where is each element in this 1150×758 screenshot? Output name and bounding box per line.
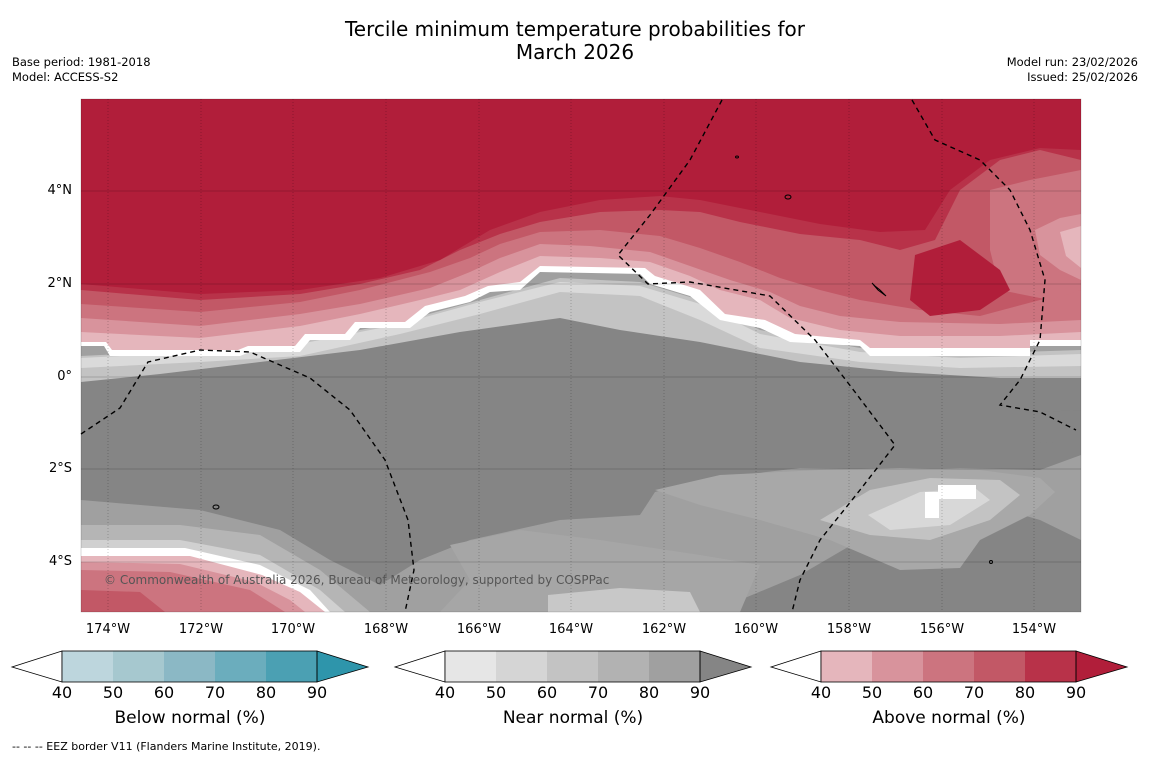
lat-label-4S: 4°S xyxy=(48,554,72,569)
islands xyxy=(212,155,993,564)
white-patch xyxy=(938,485,976,499)
cb-near-seg xyxy=(445,651,496,682)
lon-label: 164°W xyxy=(548,622,594,637)
cb-near-tick: 60 xyxy=(536,683,558,702)
lon-label: 168°W xyxy=(363,622,409,637)
cb-above-under xyxy=(769,650,822,683)
cb-above-tick: 60 xyxy=(912,683,934,702)
cb-near-frame xyxy=(444,650,701,683)
cb-below-seg xyxy=(113,651,164,682)
cb-near-tick: 50 xyxy=(485,683,507,702)
cb-near-under xyxy=(393,650,446,683)
lon-label: 162°W xyxy=(641,622,687,637)
gridlines xyxy=(81,190,1081,563)
cb-above-seg xyxy=(872,651,923,682)
cb-below-tick: 50 xyxy=(102,683,124,702)
island xyxy=(989,560,993,564)
cb-below-tick: 90 xyxy=(306,683,328,702)
cb-near-over xyxy=(699,650,753,683)
near-normal-south-60 xyxy=(548,588,700,612)
eez-footnote: -- -- -- EEZ border V11 (Flanders Marine… xyxy=(12,740,321,753)
eez-borders xyxy=(80,99,1077,613)
cb-above-label: Above normal (%) xyxy=(872,708,1026,728)
lat-label-2N: 2°N xyxy=(47,276,73,291)
above-normal-90 xyxy=(81,99,1081,294)
model-run: Model run: 23/02/2026 xyxy=(1006,55,1138,69)
cb-below-tick: 80 xyxy=(255,683,277,702)
cb-near-tick: 80 xyxy=(638,683,660,702)
eez-border-central xyxy=(617,99,896,613)
cb-below-tick: 70 xyxy=(204,683,226,702)
cb-above-tick: 90 xyxy=(1065,683,1087,702)
near-normal-east-patch xyxy=(1020,410,1081,445)
lon-label: 158°W xyxy=(826,622,872,637)
colorbar-above-normal xyxy=(769,650,1129,683)
lon-label: 174°W xyxy=(85,622,131,637)
above-normal-sw-70 xyxy=(81,590,165,612)
cb-above-over xyxy=(1075,650,1129,683)
copyright-text: © Commonwealth of Australia 2026, Bureau… xyxy=(104,573,609,587)
lon-label: 170°W xyxy=(270,622,316,637)
lon-label: 154°W xyxy=(1011,622,1057,637)
title-line-1: Tercile minimum temperature probabilitie… xyxy=(344,17,806,41)
island xyxy=(212,504,220,510)
base-period: Base period: 1981-2018 xyxy=(12,55,151,69)
cb-above-frame xyxy=(820,650,1077,683)
cb-near-tick: 40 xyxy=(434,683,456,702)
cb-below-seg xyxy=(164,651,215,682)
cb-above-tick: 70 xyxy=(963,683,985,702)
cb-below-over xyxy=(316,650,370,683)
cb-near-seg xyxy=(649,651,700,682)
cb-below-tick: 60 xyxy=(153,683,175,702)
island xyxy=(784,194,792,200)
lat-label-2S: 2°S xyxy=(48,461,72,476)
cb-near-seg xyxy=(496,651,547,682)
cb-near-tick: 90 xyxy=(689,683,711,702)
model-name: Model: ACCESS-S2 xyxy=(12,70,119,84)
eez-border-west xyxy=(80,349,415,613)
cb-below-seg xyxy=(62,651,113,682)
cb-above-tick: 80 xyxy=(1014,683,1036,702)
issued-date: Issued: 25/02/2026 xyxy=(1027,70,1138,84)
cb-above-seg xyxy=(821,651,872,682)
cb-below-tick: 40 xyxy=(51,683,73,702)
lon-label: 156°W xyxy=(919,622,965,637)
above-normal-east-40 xyxy=(1060,226,1081,268)
cb-near-seg xyxy=(598,651,649,682)
cb-below-seg xyxy=(215,651,266,682)
cb-near-seg xyxy=(547,651,598,682)
left-meta: Base period: 1981-2018 Model: ACCESS-S2 xyxy=(12,55,151,85)
cb-below-under xyxy=(10,650,63,683)
cb-below-seg xyxy=(266,651,317,682)
title-line-2: March 2026 xyxy=(515,40,635,64)
cb-near-tick: 70 xyxy=(587,683,609,702)
map-title: Tercile minimum temperature probabilitie… xyxy=(0,18,1150,64)
cb-below-label: Below normal (%) xyxy=(114,708,266,728)
eez-border-east xyxy=(911,99,1077,431)
colorbar-near-normal xyxy=(393,650,753,683)
island xyxy=(735,155,739,159)
white-patch-2 xyxy=(925,492,939,518)
cb-above-seg xyxy=(923,651,974,682)
map-frame xyxy=(80,98,1082,613)
near-normal-90-band xyxy=(81,316,1081,585)
near-normal-50-stripe xyxy=(81,282,1081,368)
map-field xyxy=(81,99,1081,612)
cb-above-tick: 50 xyxy=(861,683,883,702)
lon-label: 172°W xyxy=(178,622,224,637)
cb-below-frame xyxy=(61,650,318,683)
island-kiritimati xyxy=(871,282,887,297)
above-normal-east-90 xyxy=(910,240,1010,316)
lon-label: 160°W xyxy=(733,622,779,637)
lat-label-equator: 0° xyxy=(57,369,72,384)
cb-above-seg xyxy=(974,651,1025,682)
lat-label-4N: 4°N xyxy=(47,183,73,198)
cb-near-label: Near normal (%) xyxy=(502,708,644,728)
right-meta: Model run: 23/02/2026 Issued: 25/02/2026 xyxy=(1007,55,1138,85)
colorbar-below-normal xyxy=(10,650,370,683)
lon-label: 166°W xyxy=(456,622,502,637)
cb-above-seg xyxy=(1025,651,1076,682)
cb-above-tick: 40 xyxy=(810,683,832,702)
